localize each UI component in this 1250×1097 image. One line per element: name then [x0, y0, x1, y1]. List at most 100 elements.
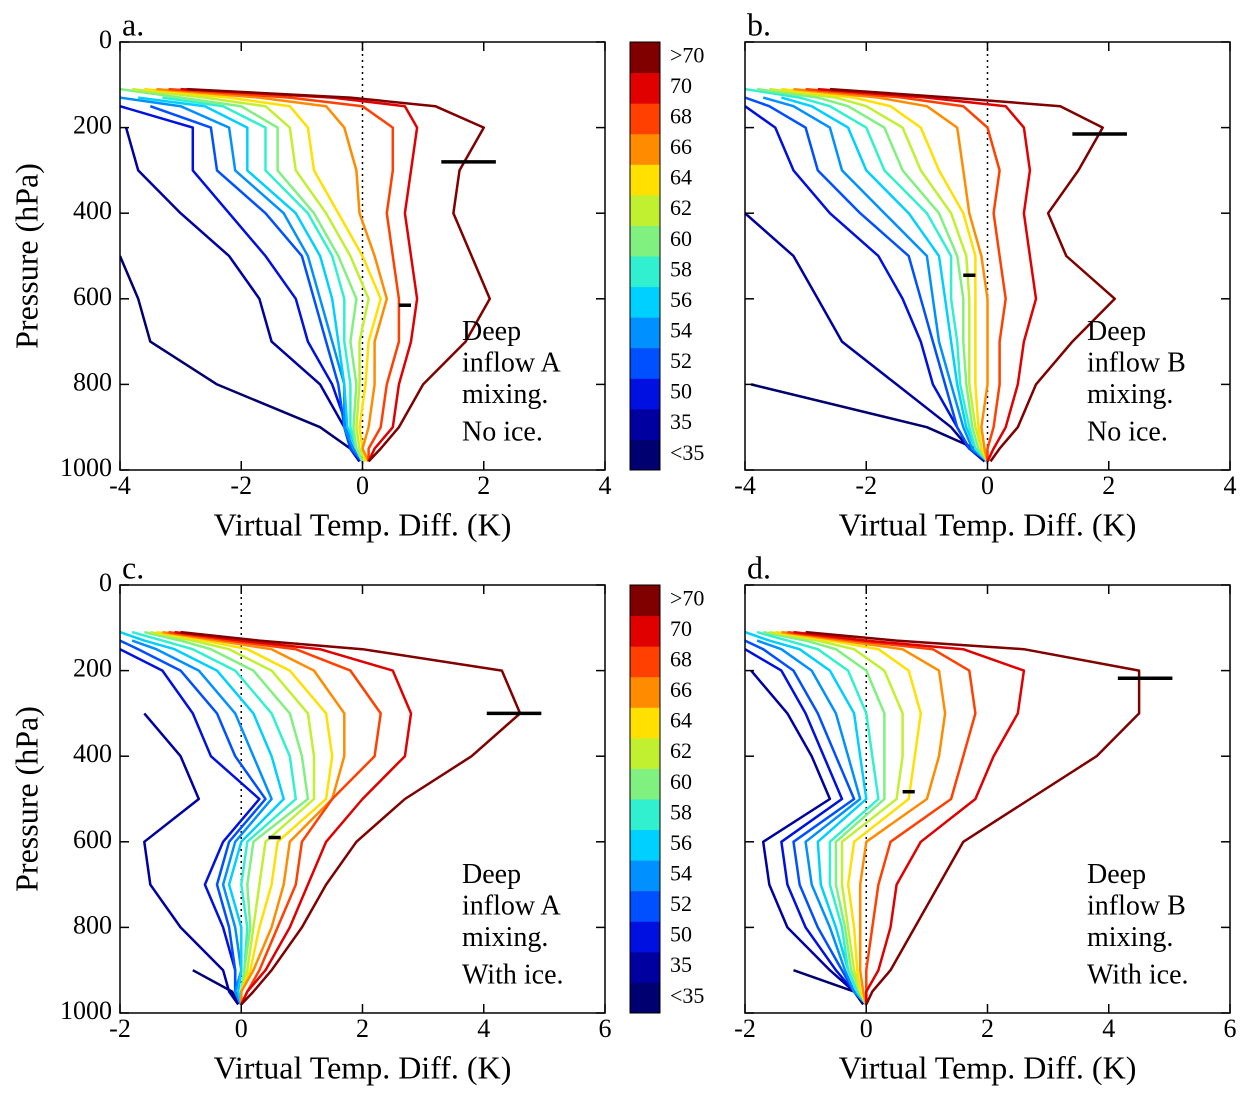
- legend-swatch: [630, 737, 660, 769]
- legend-label: 60: [670, 769, 692, 794]
- legend-swatch: [630, 585, 660, 617]
- panel-label: b.: [747, 6, 771, 42]
- annotation: inflow A: [462, 347, 562, 378]
- annotation: Deep: [462, 859, 521, 890]
- legend-label: 62: [670, 738, 692, 763]
- legend-label: 68: [670, 646, 692, 671]
- legend-swatch: [630, 286, 660, 318]
- y-tick-label: 200: [73, 654, 112, 683]
- plot-area: [120, 42, 496, 470]
- profile-line: [745, 648, 868, 1006]
- legend-swatch: [630, 408, 660, 440]
- y-tick-label: 600: [73, 282, 112, 311]
- annotation: With ice.: [462, 959, 564, 990]
- x-tick-label: 0: [235, 1014, 248, 1043]
- x-axis-label: Virtual Temp. Diff. (K): [839, 506, 1137, 542]
- legend-swatch: [630, 676, 660, 708]
- profile-line: [144, 87, 382, 462]
- legend-swatch: [630, 103, 660, 135]
- profile-line: [787, 630, 977, 1005]
- profile-line: [138, 96, 364, 462]
- x-tick-label: 4: [477, 1014, 490, 1043]
- legend-label: >70: [670, 585, 704, 610]
- profile-line: [180, 630, 522, 1006]
- y-tick-label: 600: [73, 825, 112, 854]
- profile-line: [168, 630, 382, 1005]
- profile-line: [131, 87, 370, 462]
- x-tick-label: 2: [981, 1014, 994, 1043]
- y-tick-label: 0: [99, 568, 112, 597]
- legend-swatch: [630, 982, 660, 1014]
- annotation: mixing.: [1087, 379, 1173, 410]
- profile-line: [762, 96, 989, 463]
- y-tick-label: 400: [73, 739, 112, 768]
- y-tick-label: 1000: [60, 996, 112, 1025]
- profile-line: [781, 630, 947, 1005]
- y-tick-label: 200: [73, 111, 112, 140]
- legend-label: 68: [670, 103, 692, 128]
- legend-swatch: [630, 164, 660, 196]
- legend-swatch: [630, 890, 660, 922]
- profile-line: [186, 87, 492, 463]
- x-tick-label: 2: [477, 471, 490, 500]
- legend-label: 50: [670, 922, 692, 947]
- legend-label: 70: [670, 73, 692, 98]
- profile-line: [793, 630, 1026, 1005]
- x-tick-label: 6: [599, 1014, 612, 1043]
- legend-swatch: [630, 378, 660, 410]
- legend-label: 58: [670, 799, 692, 824]
- profile-line: [762, 630, 886, 1005]
- panel-label: d.: [747, 549, 771, 585]
- legend-swatch: [630, 646, 660, 678]
- annotation: mixing.: [1087, 922, 1173, 953]
- profile-line: [793, 87, 989, 462]
- annotation: Deep: [1087, 316, 1146, 347]
- legend-label: 50: [670, 379, 692, 404]
- panel: -4 -2 0 2 4 0 200 400 600 800 1000 a. Virtual Temp. …: [8, 6, 704, 542]
- annotation: Deep: [1087, 859, 1146, 890]
- profile-line: [120, 105, 361, 463]
- legend-swatch: [630, 347, 660, 379]
- legend-label: 54: [670, 317, 692, 342]
- x-tick-label: 0: [981, 471, 994, 500]
- x-tick-label: 6: [1224, 1014, 1237, 1043]
- profile-line: [150, 630, 316, 1005]
- legend-label: 54: [670, 860, 692, 885]
- annotation: No ice.: [462, 416, 543, 447]
- profile-line: [817, 87, 1038, 462]
- profile-line: [192, 969, 240, 1005]
- legend-frame: [629, 584, 661, 1014]
- profile-line: [829, 87, 1117, 463]
- legend-label: >70: [670, 42, 704, 67]
- legend-label: 64: [670, 708, 692, 733]
- profile-line: [756, 630, 880, 1006]
- legend-label: 52: [670, 348, 692, 373]
- legend-swatch: [630, 439, 660, 471]
- legend-label: 64: [670, 165, 692, 190]
- x-tick-label: -4: [734, 471, 756, 500]
- x-tick-label: 0: [356, 471, 369, 500]
- y-tick-label: 0: [99, 25, 112, 54]
- y-tick-label: 1000: [60, 453, 112, 482]
- profile-line: [745, 96, 989, 463]
- annotation: No ice.: [1087, 416, 1168, 447]
- panel-label: c.: [122, 549, 144, 585]
- annotation: inflow B: [1087, 890, 1186, 921]
- annotation: mixing.: [462, 922, 548, 953]
- x-tick-label: -4: [109, 471, 131, 500]
- legend-swatch: [630, 317, 660, 349]
- legend-label: 56: [670, 830, 692, 855]
- x-tick-label: -2: [855, 471, 877, 500]
- annotation: mixing.: [462, 379, 548, 410]
- profile-line: [156, 630, 334, 1005]
- profile-line: [805, 630, 1141, 1005]
- x-tick-label: 0: [860, 1014, 873, 1043]
- annotation: With ice.: [1087, 959, 1189, 990]
- y-axis-label: Pressure (hPa): [8, 706, 44, 892]
- annotation: inflow A: [462, 890, 562, 921]
- legend-swatch: [630, 768, 660, 800]
- legend-swatch: [630, 194, 660, 226]
- annotation: inflow B: [1087, 347, 1186, 378]
